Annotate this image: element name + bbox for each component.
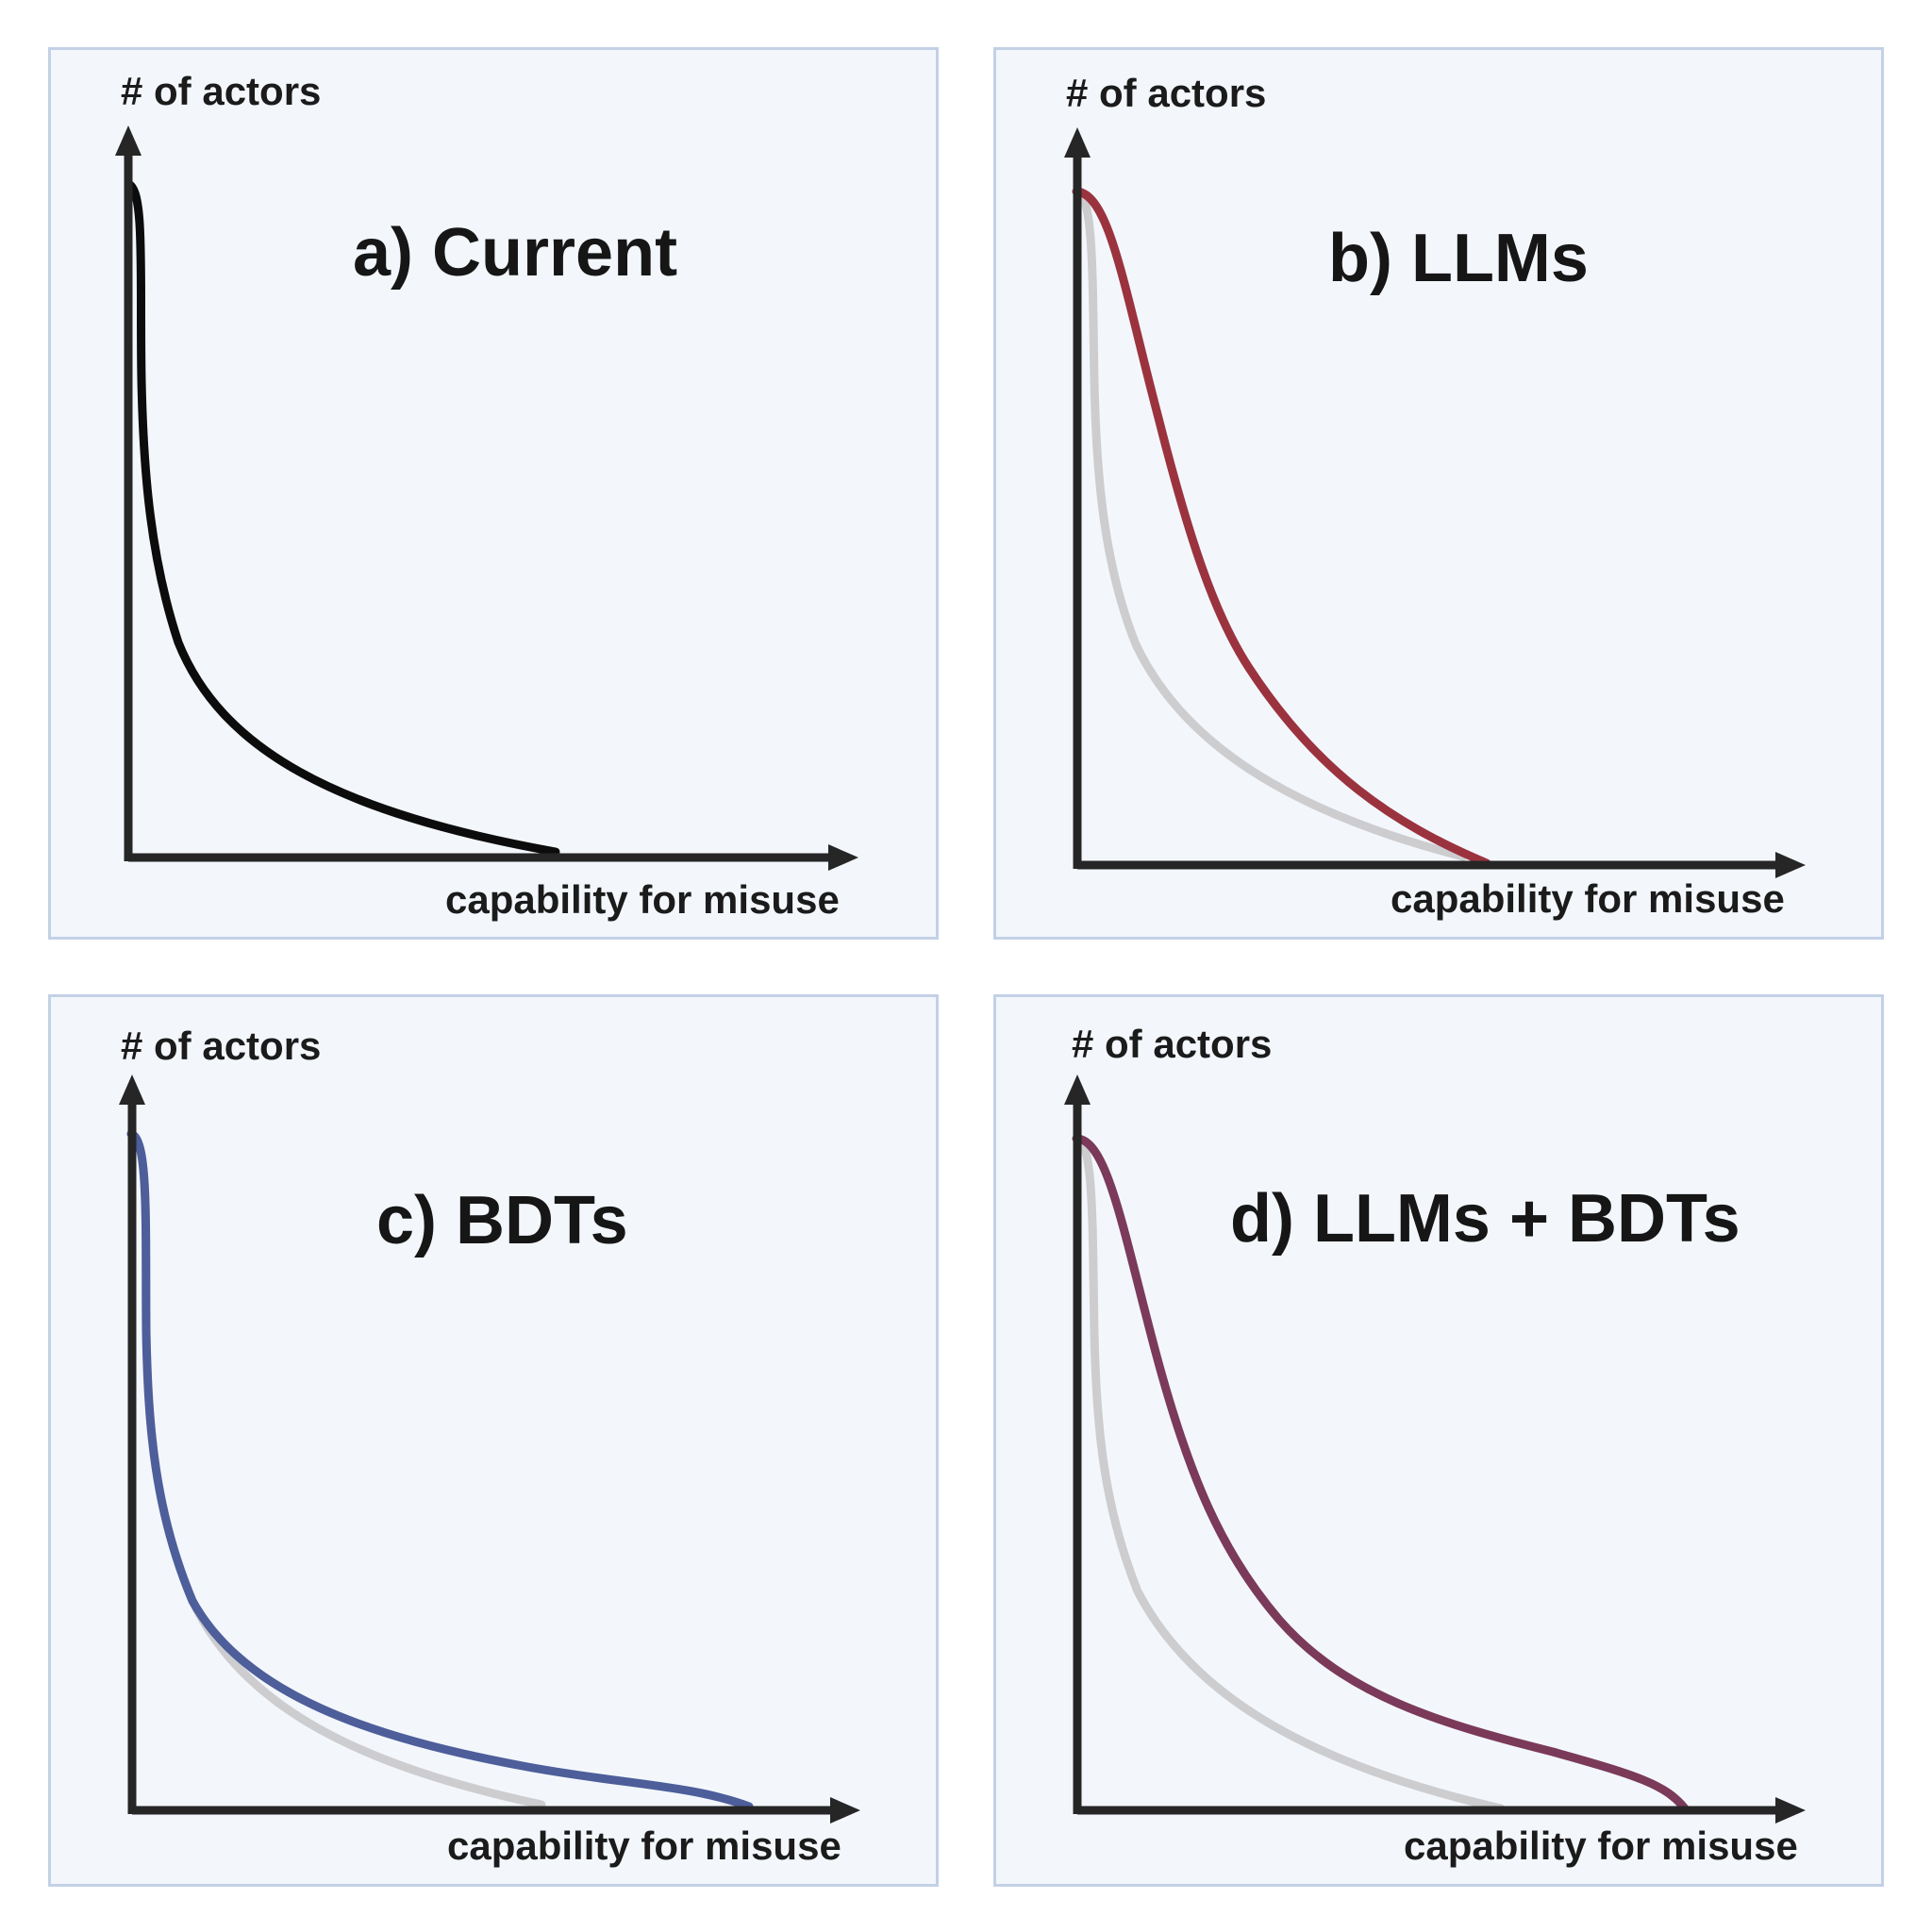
- y-axis-label: # of actors: [121, 69, 322, 113]
- panel-current: # of actors capability for misuse a) Cur…: [48, 47, 939, 940]
- y-axis-arrow: [119, 1074, 145, 1105]
- baseline-curve: [1072, 187, 1468, 861]
- y-axis-arrow: [1064, 127, 1091, 158]
- y-axis-arrow: [115, 125, 142, 156]
- panel-title: b) LLMs: [1328, 221, 1589, 296]
- distribution-curve: [126, 1129, 754, 1811]
- plot-area-current: [115, 125, 858, 871]
- x-axis-arrow: [1775, 852, 1806, 878]
- plot-area-llms-bdts: [1064, 1074, 1806, 1824]
- plot-area-llms: [1064, 127, 1806, 878]
- distribution-curve: [1072, 1134, 1690, 1813]
- y-axis-label: # of actors: [1072, 1022, 1273, 1066]
- x-axis-arrow: [828, 844, 858, 871]
- x-axis-arrow: [830, 1797, 860, 1824]
- panel-title: d) LLMs + BDTs: [1230, 1181, 1740, 1257]
- panel-title: a) Current: [353, 215, 678, 291]
- x-axis-label: capability for misuse: [447, 1824, 841, 1868]
- y-axis-label: # of actors: [1066, 71, 1267, 115]
- panel-bdts: # of actors capability for misuse c) BDT…: [48, 994, 939, 1887]
- x-axis-arrow: [1775, 1797, 1806, 1824]
- x-axis-label: capability for misuse: [445, 877, 840, 922]
- y-axis-label: # of actors: [121, 1024, 322, 1068]
- x-axis-label: capability for misuse: [1404, 1824, 1798, 1868]
- panel-llms: # of actors capability for misuse b) LLM…: [993, 47, 1884, 940]
- panel-llms-bdts: # of actors capability for misuse d) LLM…: [993, 994, 1884, 1887]
- distribution-curve: [124, 179, 560, 857]
- x-axis-label: capability for misuse: [1391, 876, 1785, 921]
- panel-title: c) BDTs: [376, 1183, 628, 1258]
- distribution-curve: [1072, 187, 1491, 868]
- plot-area-bdts: [119, 1074, 860, 1824]
- y-axis-arrow: [1064, 1074, 1091, 1105]
- baseline-curve: [1072, 1134, 1506, 1813]
